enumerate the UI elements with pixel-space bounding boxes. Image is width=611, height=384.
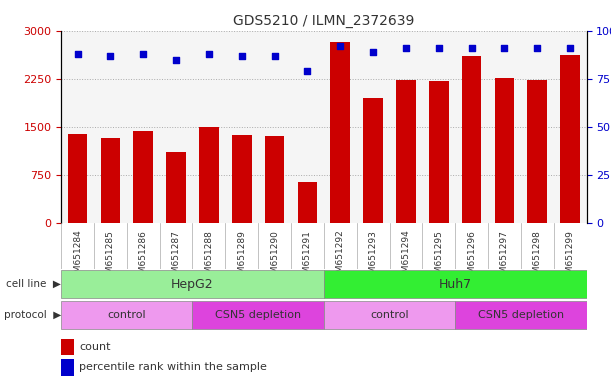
Text: GSM651291: GSM651291 xyxy=(303,230,312,285)
Text: control: control xyxy=(108,310,146,320)
Text: CSN5 depletion: CSN5 depletion xyxy=(478,310,564,320)
Text: GSM651288: GSM651288 xyxy=(205,230,213,285)
Bar xyxy=(199,127,219,223)
Bar xyxy=(166,152,186,223)
Bar xyxy=(298,182,317,223)
Bar xyxy=(462,56,481,223)
Text: GSM651289: GSM651289 xyxy=(237,230,246,285)
FancyBboxPatch shape xyxy=(455,301,587,329)
Text: GSM651286: GSM651286 xyxy=(139,230,148,285)
Text: percentile rank within the sample: percentile rank within the sample xyxy=(79,362,268,372)
Text: control: control xyxy=(370,310,409,320)
FancyBboxPatch shape xyxy=(324,270,587,298)
Bar xyxy=(331,42,350,223)
Point xyxy=(269,53,279,59)
Text: GSM651284: GSM651284 xyxy=(73,230,82,285)
Text: GSM651287: GSM651287 xyxy=(172,230,180,285)
Bar xyxy=(560,55,580,223)
Text: GSM651292: GSM651292 xyxy=(336,230,345,285)
Point xyxy=(434,45,444,51)
Text: GSM651296: GSM651296 xyxy=(467,230,476,285)
Point xyxy=(500,45,510,51)
Bar xyxy=(429,81,448,223)
Text: GSM651297: GSM651297 xyxy=(500,230,509,285)
Point xyxy=(368,49,378,55)
Bar xyxy=(363,98,383,223)
Point xyxy=(106,53,115,59)
Point xyxy=(204,51,214,57)
Text: count: count xyxy=(79,342,111,352)
Bar xyxy=(100,137,120,223)
Text: GSM651298: GSM651298 xyxy=(533,230,542,285)
FancyBboxPatch shape xyxy=(61,270,324,298)
FancyBboxPatch shape xyxy=(61,301,192,329)
Point xyxy=(565,45,575,51)
Point xyxy=(335,43,345,49)
Text: GSM651294: GSM651294 xyxy=(401,230,411,285)
Text: Huh7: Huh7 xyxy=(439,278,472,291)
Point xyxy=(467,45,477,51)
Text: GSM651293: GSM651293 xyxy=(368,230,378,285)
Text: protocol  ▶: protocol ▶ xyxy=(4,310,61,320)
Point xyxy=(171,56,181,63)
Text: cell line  ▶: cell line ▶ xyxy=(6,279,61,289)
Point xyxy=(302,68,312,74)
Bar xyxy=(61,359,75,376)
FancyBboxPatch shape xyxy=(324,301,455,329)
Point xyxy=(532,45,542,51)
Bar xyxy=(68,134,87,223)
Title: GDS5210 / ILMN_2372639: GDS5210 / ILMN_2372639 xyxy=(233,14,414,28)
Point xyxy=(401,45,411,51)
Bar xyxy=(232,135,252,223)
Text: HepG2: HepG2 xyxy=(171,278,214,291)
Text: GSM651299: GSM651299 xyxy=(566,230,574,285)
Text: GSM651295: GSM651295 xyxy=(434,230,443,285)
Text: GSM651290: GSM651290 xyxy=(270,230,279,285)
Bar xyxy=(527,80,547,223)
Bar xyxy=(61,339,75,355)
FancyBboxPatch shape xyxy=(192,301,324,329)
Bar xyxy=(133,131,153,223)
Text: GSM651285: GSM651285 xyxy=(106,230,115,285)
Bar xyxy=(265,136,284,223)
Point xyxy=(73,51,82,57)
Text: CSN5 depletion: CSN5 depletion xyxy=(215,310,301,320)
Point xyxy=(237,53,247,59)
Bar xyxy=(396,80,415,223)
Point xyxy=(138,51,148,57)
Bar xyxy=(494,78,514,223)
